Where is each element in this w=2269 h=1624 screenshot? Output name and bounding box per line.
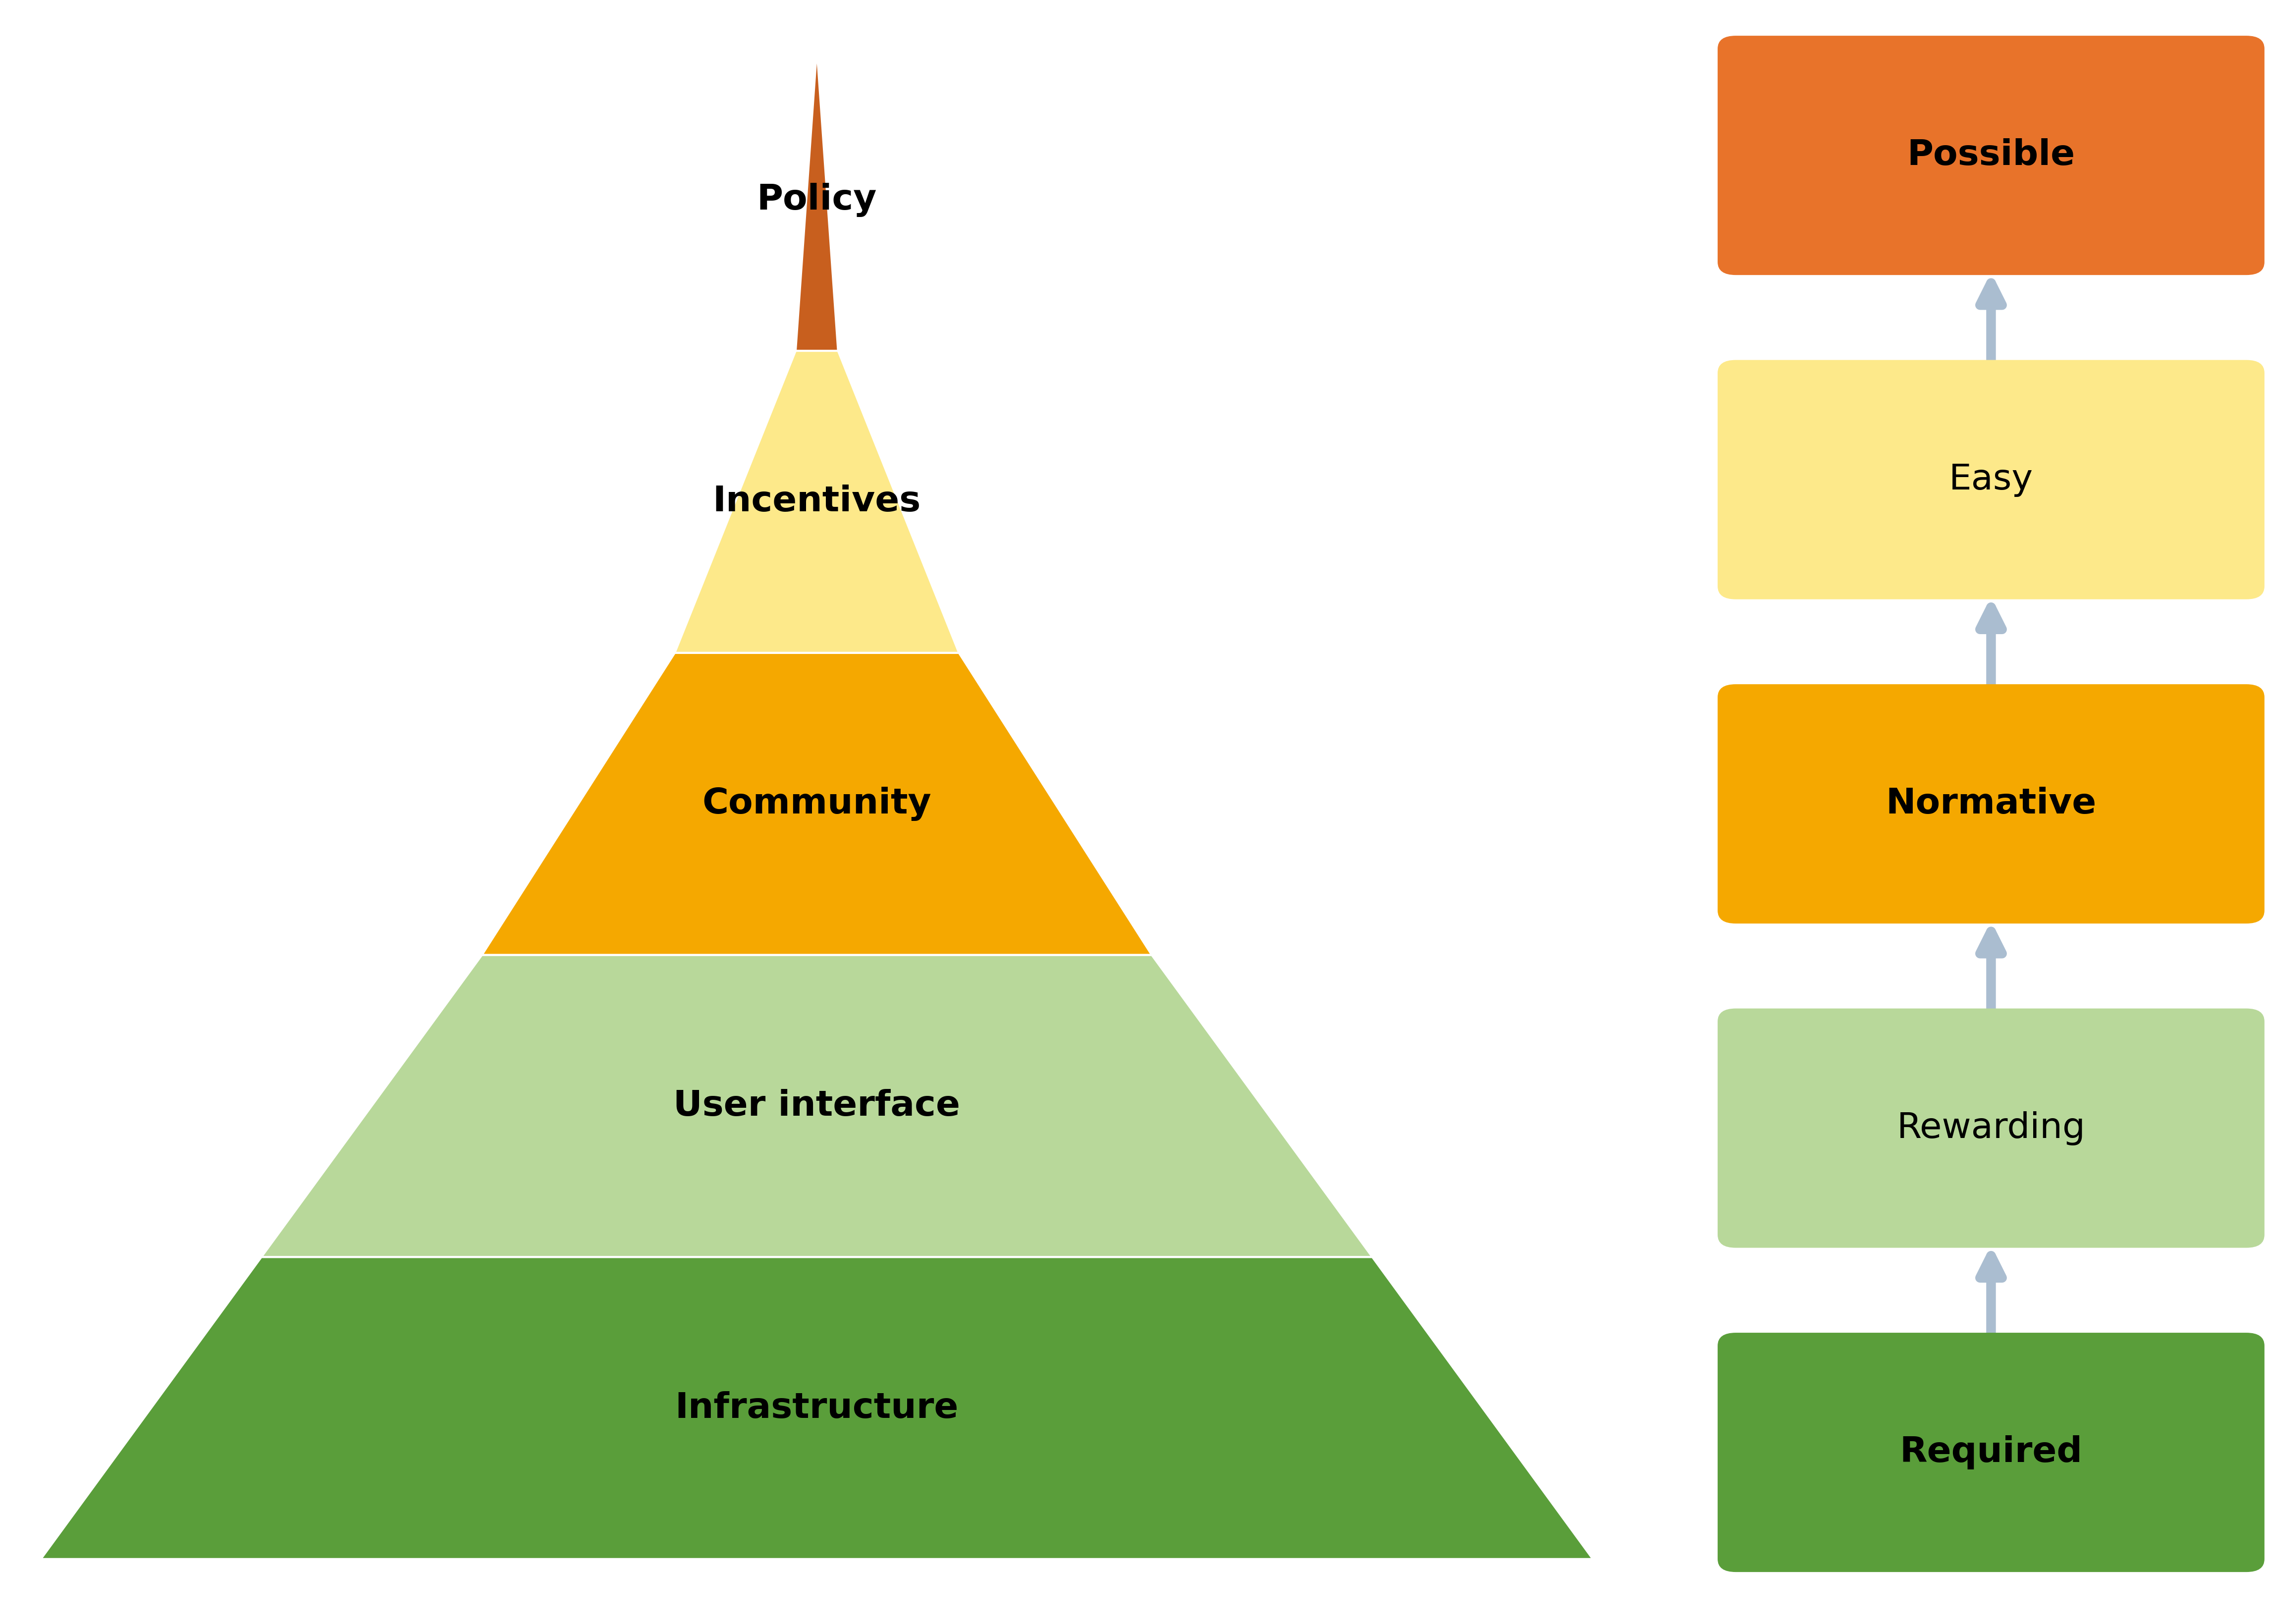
- Polygon shape: [674, 351, 960, 653]
- Text: Possible: Possible: [1906, 138, 2076, 172]
- Text: Rewarding: Rewarding: [1897, 1111, 2085, 1145]
- FancyBboxPatch shape: [1718, 361, 2264, 599]
- FancyBboxPatch shape: [1718, 684, 2264, 924]
- FancyBboxPatch shape: [1718, 36, 2264, 274]
- Text: Policy: Policy: [758, 182, 876, 218]
- Text: User interface: User interface: [674, 1088, 960, 1124]
- Text: Normative: Normative: [1886, 786, 2097, 822]
- Text: Easy: Easy: [1949, 463, 2033, 497]
- Text: Required: Required: [1899, 1436, 2083, 1470]
- Polygon shape: [796, 49, 837, 351]
- Text: Infrastructure: Infrastructure: [676, 1390, 958, 1426]
- Polygon shape: [261, 955, 1373, 1257]
- FancyBboxPatch shape: [1718, 1333, 2264, 1572]
- Text: Community: Community: [701, 786, 933, 822]
- FancyBboxPatch shape: [1718, 1009, 2264, 1247]
- Text: Incentives: Incentives: [712, 484, 921, 520]
- Polygon shape: [481, 653, 1153, 955]
- Polygon shape: [41, 1257, 1593, 1559]
